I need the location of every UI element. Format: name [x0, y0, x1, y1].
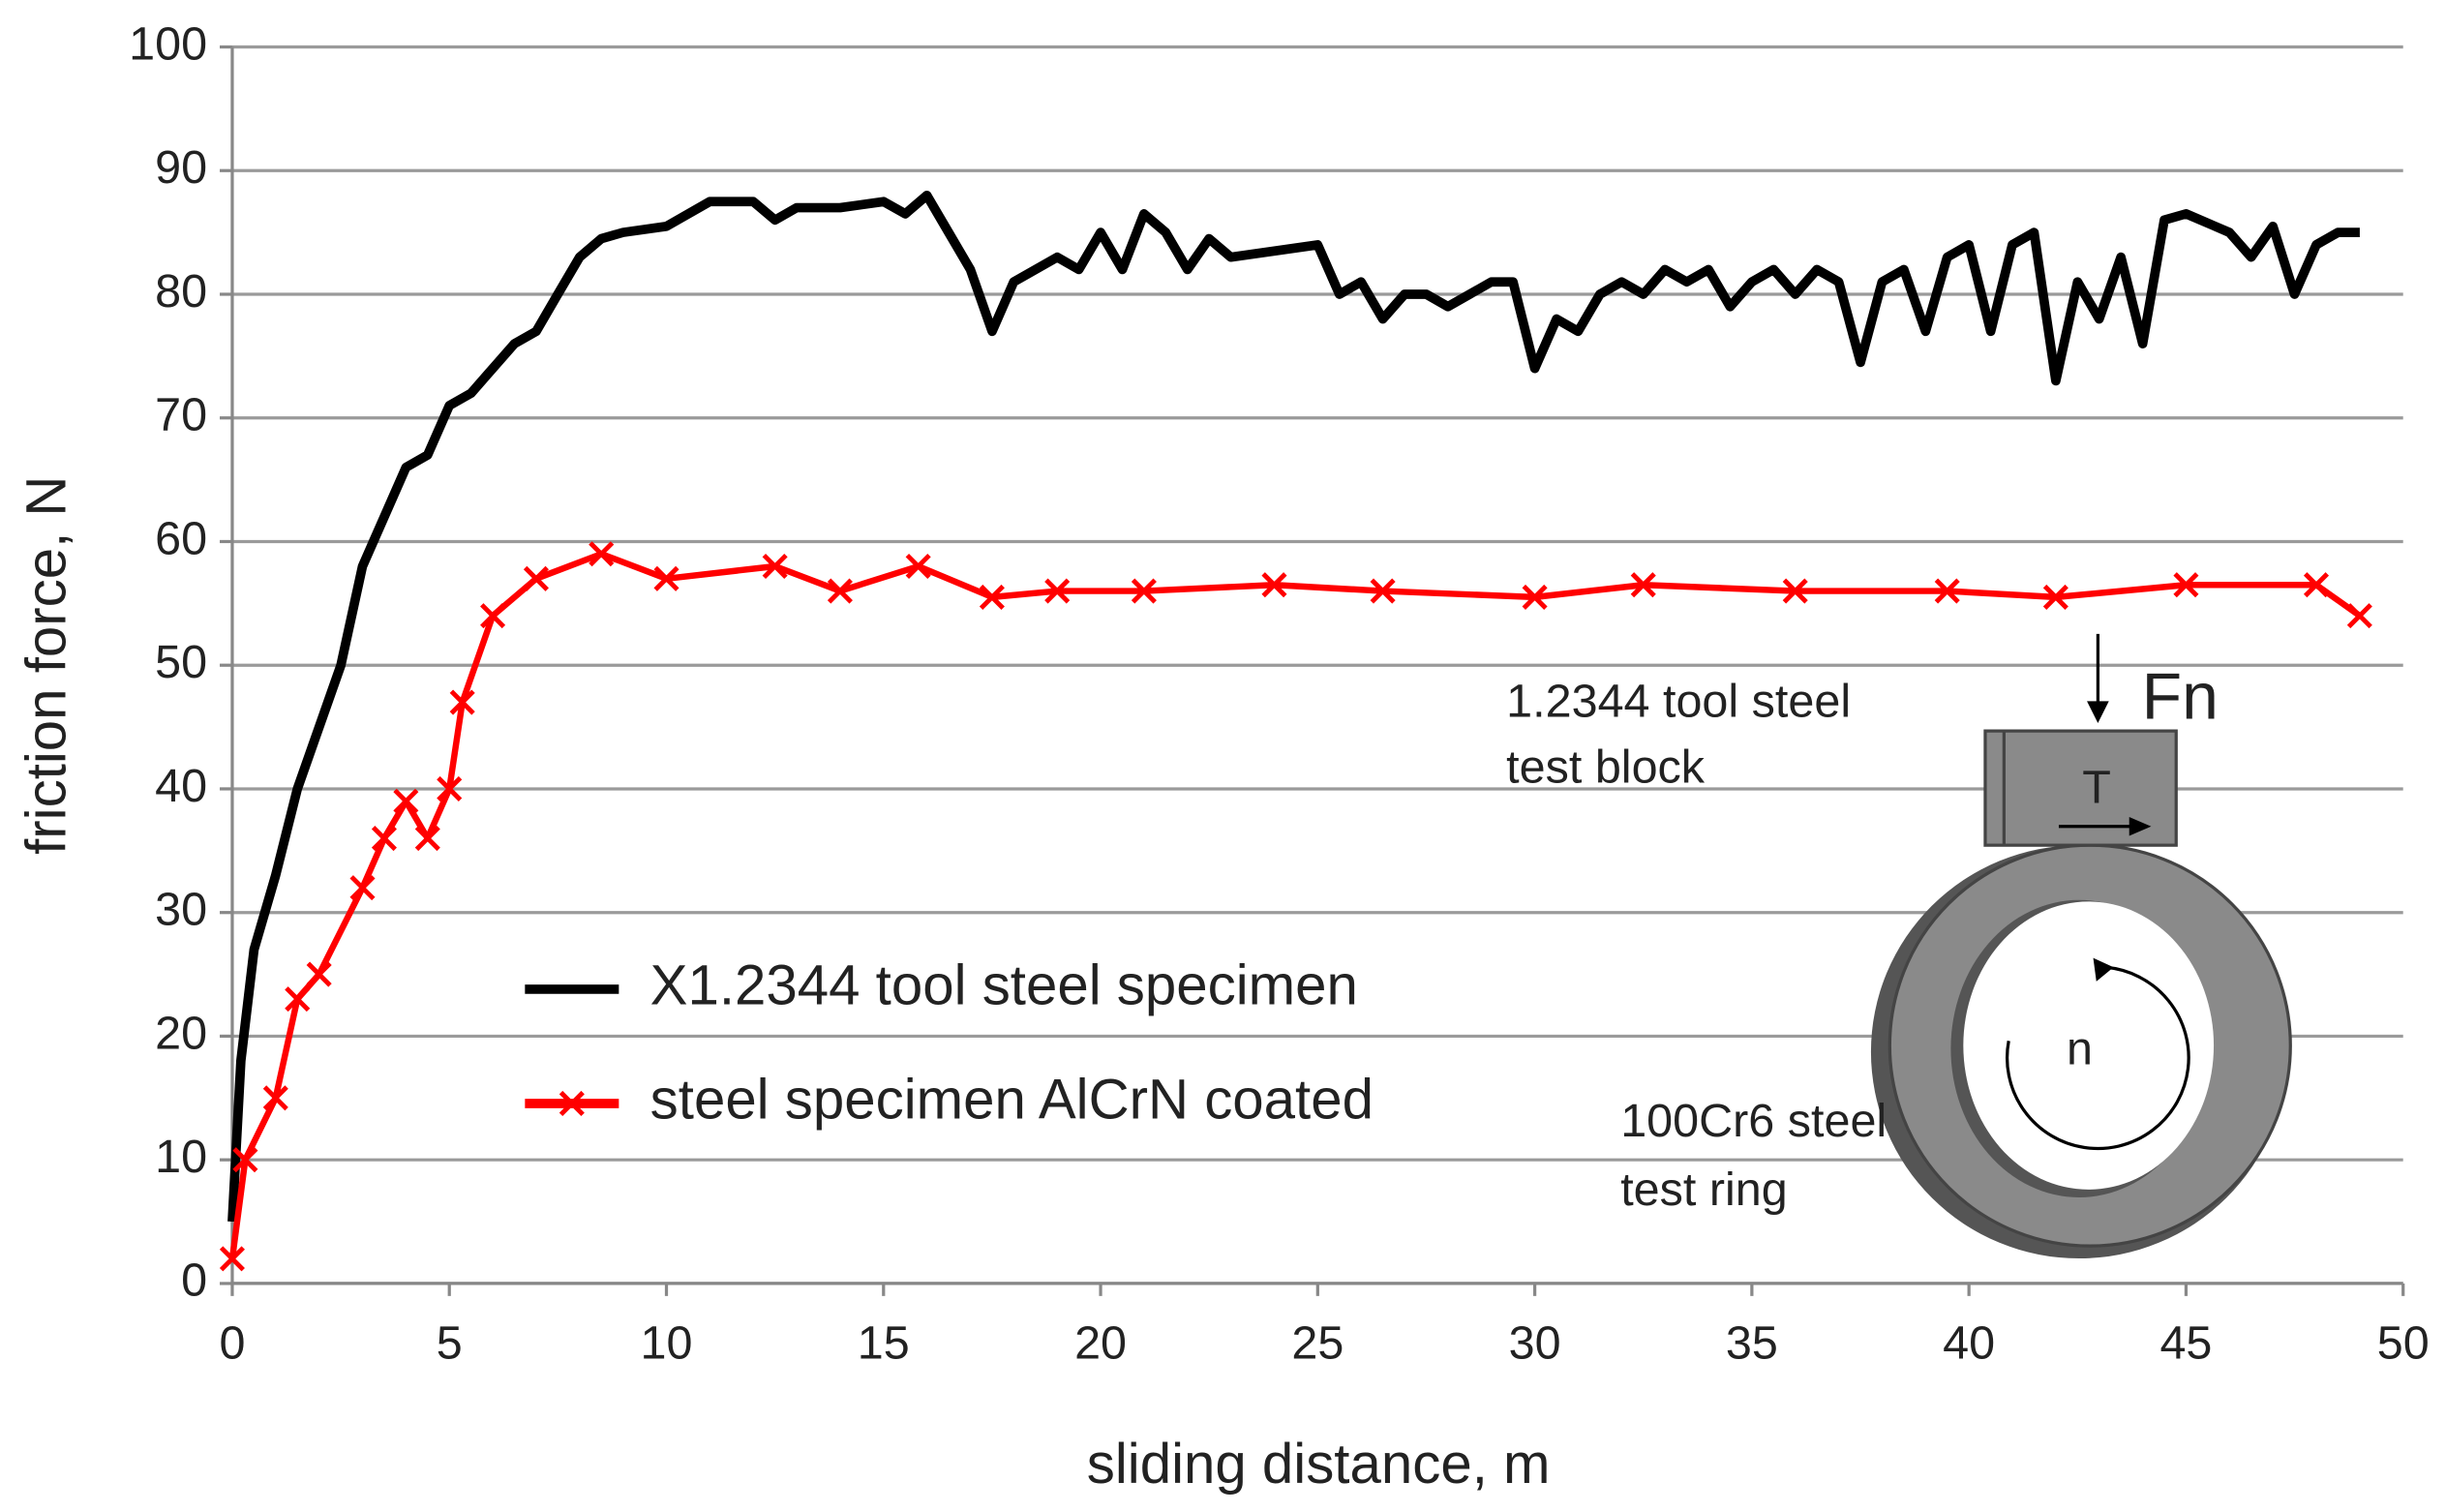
marker: [232, 1147, 258, 1173]
annotation: T: [2082, 761, 2111, 813]
marker: [827, 578, 853, 604]
x-tick-label: 25: [1291, 1316, 1344, 1369]
force-arrowhead: [2087, 701, 2109, 724]
y-tick-label: 80: [155, 265, 207, 318]
marker: [1261, 572, 1287, 598]
marker: [437, 775, 463, 801]
legend-marker: [559, 1090, 585, 1117]
marker: [2346, 603, 2372, 629]
marker: [1370, 578, 1396, 604]
y-tick-label: 10: [155, 1131, 207, 1183]
schematic: [1870, 633, 2292, 1259]
annotation: n: [2067, 1022, 2093, 1074]
marker: [349, 875, 376, 901]
marker: [1522, 584, 1548, 610]
marker: [1934, 578, 1960, 604]
plot: [219, 190, 2372, 1272]
x-tick-label: 30: [1509, 1316, 1561, 1369]
rotation-arrow: [2005, 965, 2190, 1151]
x-tick-label: 50: [2377, 1316, 2430, 1369]
torque-arrowhead: [2129, 817, 2152, 836]
marker: [2042, 584, 2069, 610]
marker: [262, 1085, 288, 1111]
marker: [1782, 578, 1808, 604]
y-tick-label: 60: [155, 512, 207, 564]
annotation: 1.2344 tool steel: [1506, 675, 1851, 727]
marker: [1630, 572, 1656, 598]
marker: [219, 1246, 245, 1272]
ring-hole: [1963, 901, 2215, 1190]
x-tick-label: 45: [2159, 1316, 2212, 1369]
y-tick-label: 90: [155, 141, 207, 194]
annotation: test ring: [1620, 1164, 1788, 1216]
marker: [393, 788, 419, 814]
y-tick-label: 0: [181, 1255, 207, 1307]
y-tick-label: 70: [155, 389, 207, 441]
marker: [449, 689, 475, 715]
x-axis-label: sliding distance, m: [1087, 1433, 1551, 1496]
marker: [414, 826, 440, 852]
marker: [905, 553, 931, 580]
series-line: [227, 190, 2360, 1223]
annotation: Fn: [2142, 660, 2219, 733]
x-tick-label: 10: [641, 1316, 693, 1369]
y-tick-label: 40: [155, 760, 207, 812]
marker: [1044, 578, 1071, 604]
annotation: test block: [1506, 741, 1706, 793]
x-tick-label: 40: [1943, 1316, 1995, 1369]
marker: [285, 986, 311, 1013]
y-tick-label: 50: [155, 636, 207, 688]
rotation-arrowhead: [2093, 957, 2114, 982]
y-tick-label: 20: [155, 1007, 207, 1059]
marker: [371, 826, 397, 852]
x-tick-label: 20: [1074, 1316, 1127, 1369]
marker: [2173, 572, 2199, 598]
legend: X1.2344 tool steel specimen steel specime…: [525, 953, 1374, 1131]
legend-label: steel specimen AlCrN coated: [650, 1068, 1374, 1131]
annotation: 100Cr6 steel: [1620, 1095, 1887, 1147]
marker: [480, 603, 506, 629]
marker: [979, 584, 1005, 610]
x-tick-label: 15: [858, 1316, 910, 1369]
marker: [589, 541, 615, 567]
marker: [523, 565, 549, 591]
marker: [653, 565, 679, 591]
x-tick-label: 5: [437, 1316, 463, 1369]
marker: [306, 961, 332, 987]
marker: [762, 553, 788, 580]
y-tick-label: 100: [129, 17, 207, 70]
x-tick-label: 0: [219, 1316, 245, 1369]
x-tick-label: 35: [1726, 1316, 1778, 1369]
y-axis-label: friction force, N: [15, 476, 78, 855]
marker: [2303, 572, 2330, 598]
y-tick-label: 30: [155, 884, 207, 936]
legend-label: X1.2344 tool steel specimen: [650, 953, 1358, 1016]
marker: [1131, 578, 1157, 604]
test-block: [1983, 729, 2178, 847]
